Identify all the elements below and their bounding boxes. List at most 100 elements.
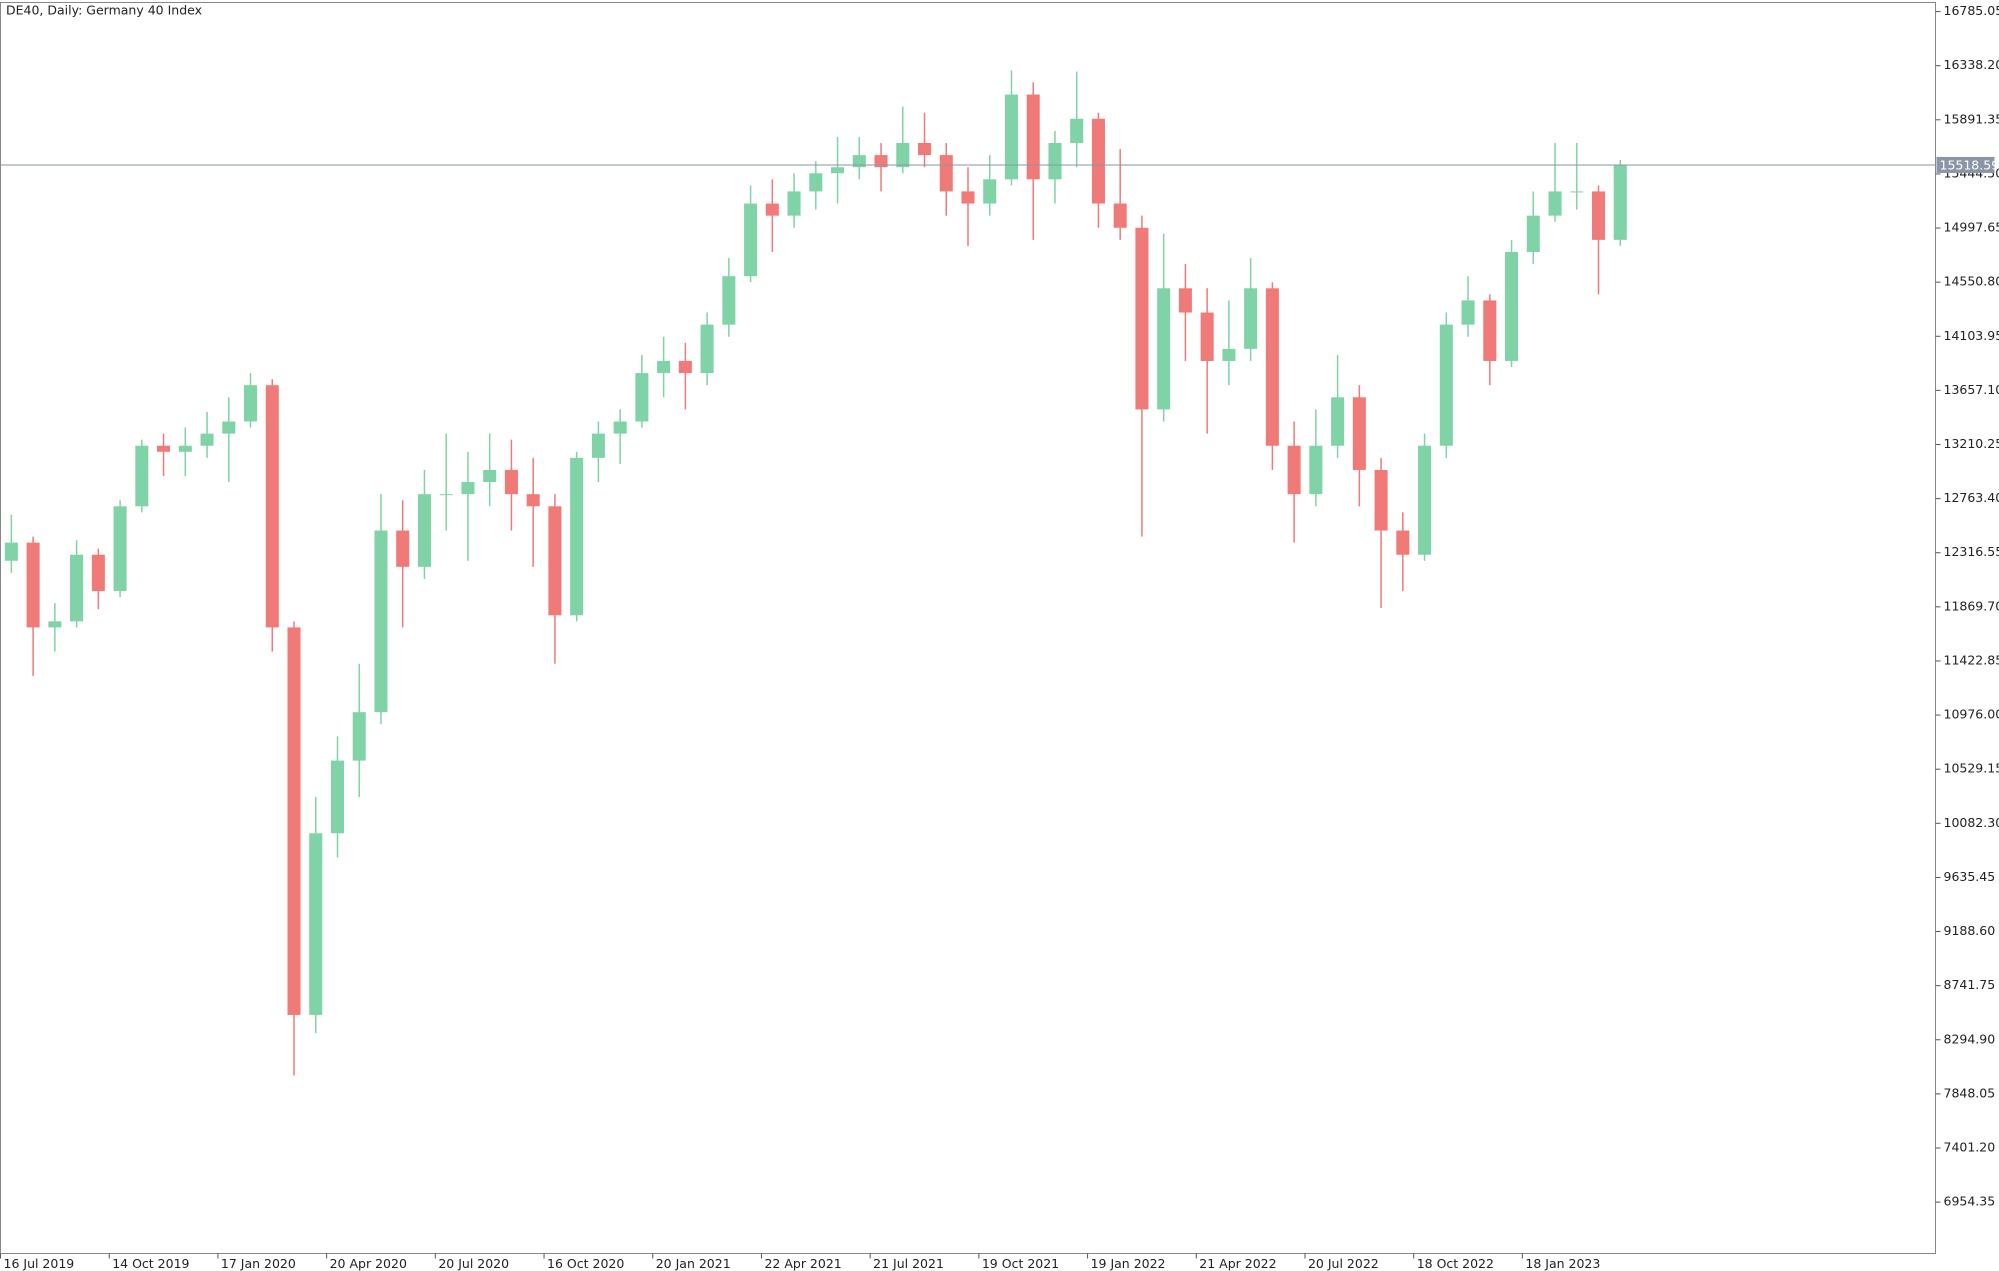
candle-body [396, 530, 410, 567]
y-tick-label: 8741.75 [1944, 977, 1996, 992]
candle-body [744, 203, 758, 277]
candle-body [91, 554, 105, 592]
y-tick-label: 6954.35 [1944, 1194, 1996, 1209]
candle-body [787, 191, 801, 216]
candle-body [548, 506, 562, 616]
x-tick-label: 17 Jan 2020 [221, 1256, 296, 1271]
candle-body [1418, 445, 1432, 555]
x-tick-label: 22 Apr 2021 [764, 1256, 841, 1271]
x-tick-label: 20 Jul 2020 [438, 1256, 509, 1271]
candle-body [1483, 300, 1497, 361]
candle-body [570, 457, 584, 616]
candle-body [961, 191, 975, 204]
candle-body [917, 142, 932, 156]
candle-body [287, 627, 301, 1015]
y-tick-label: 13210.25 [1944, 436, 1999, 451]
x-tick-label: 14 Oct 2019 [112, 1256, 189, 1271]
x-tick-label: 18 Jan 2023 [1525, 1256, 1600, 1271]
candle-body [613, 421, 627, 434]
candle-body [1091, 118, 1105, 204]
y-tick-label: 11869.70 [1944, 598, 1999, 613]
candle-body [1548, 191, 1562, 216]
candle-body [765, 203, 779, 216]
candle-body [265, 385, 279, 628]
candle-body [852, 155, 866, 168]
candle-body [983, 179, 997, 204]
candle-body [591, 433, 605, 458]
candle-body [1178, 288, 1192, 313]
candle-body [874, 155, 888, 168]
candle-body [831, 167, 845, 174]
candle-body [4, 542, 18, 561]
y-tick-label: 14997.65 [1944, 220, 1999, 235]
candle-body [352, 712, 366, 761]
x-tick-label: 20 Jul 2022 [1308, 1256, 1379, 1271]
y-tick-label: 10976.00 [1944, 707, 1999, 722]
x-tick-label: 21 Jul 2021 [873, 1256, 944, 1271]
candle-body [1374, 469, 1388, 531]
y-tick-label: 7401.20 [1944, 1139, 1996, 1154]
candle-body [1070, 118, 1084, 143]
candle-body [1287, 445, 1301, 495]
candle-body [1135, 227, 1149, 410]
chart-title: DE40, Daily: Germany 40 Index [6, 3, 202, 18]
candle-body [200, 433, 214, 446]
candle-body [1309, 445, 1323, 495]
candle-body [48, 621, 62, 628]
x-tick-label: 21 Apr 2022 [1199, 1256, 1276, 1271]
candle-body [70, 554, 84, 622]
candle-body [1352, 397, 1366, 470]
candle-body [1222, 348, 1236, 361]
candle-body [1570, 191, 1584, 193]
x-tick-label: 18 Oct 2022 [1417, 1256, 1494, 1271]
price-label: 15518.59 [1940, 157, 1999, 172]
candle-body [1200, 312, 1214, 361]
candle-body [461, 482, 475, 495]
candle-body [1613, 164, 1627, 240]
candle-body [439, 494, 453, 496]
x-tick-label: 19 Jan 2022 [1091, 1256, 1166, 1271]
x-tick-label: 20 Apr 2020 [330, 1256, 407, 1271]
y-tick-label: 14550.80 [1944, 274, 1999, 289]
candle-body [635, 373, 649, 422]
y-tick-label: 14103.95 [1944, 328, 1999, 343]
candle-body [1526, 215, 1540, 252]
candle-body [1157, 288, 1171, 410]
x-tick-label: 20 Jan 2021 [656, 1256, 731, 1271]
candle-body [178, 445, 192, 452]
candle-body [1265, 288, 1279, 446]
candle-body [678, 360, 692, 374]
x-tick-label: 16 Oct 2020 [547, 1256, 624, 1271]
candle-body [1331, 397, 1345, 446]
candle-body [939, 155, 953, 192]
y-tick-label: 11422.85 [1944, 652, 1999, 667]
y-tick-label: 12763.40 [1944, 490, 1999, 505]
y-tick-label: 7848.05 [1944, 1085, 1996, 1100]
candle-body [374, 530, 388, 713]
candle-body [26, 542, 40, 628]
x-tick-label: 19 Oct 2021 [982, 1256, 1059, 1271]
candle-body [244, 385, 258, 422]
y-tick-label: 16338.20 [1944, 57, 1999, 72]
candle-body [135, 445, 149, 507]
candle-body [1439, 324, 1453, 446]
y-tick-label: 8294.90 [1944, 1031, 1996, 1046]
candle-body [330, 760, 345, 834]
x-tick-label: 16 Jul 2019 [4, 1256, 75, 1271]
candle-body [1591, 191, 1606, 240]
candle-body [504, 469, 518, 495]
y-tick-label: 12316.55 [1944, 544, 1999, 559]
y-tick-label: 10529.15 [1944, 761, 1999, 776]
candle-body [896, 142, 910, 168]
candle-body [700, 324, 714, 374]
candle-body [1048, 142, 1062, 180]
candle-body [1026, 94, 1040, 180]
y-tick-label: 15891.35 [1944, 111, 1999, 126]
price-label-bg [1936, 156, 1995, 173]
candle-body [113, 506, 127, 592]
candle-body [1004, 94, 1019, 180]
candle-body [1244, 288, 1258, 349]
candle-body [809, 173, 823, 192]
candle-body [526, 494, 540, 507]
